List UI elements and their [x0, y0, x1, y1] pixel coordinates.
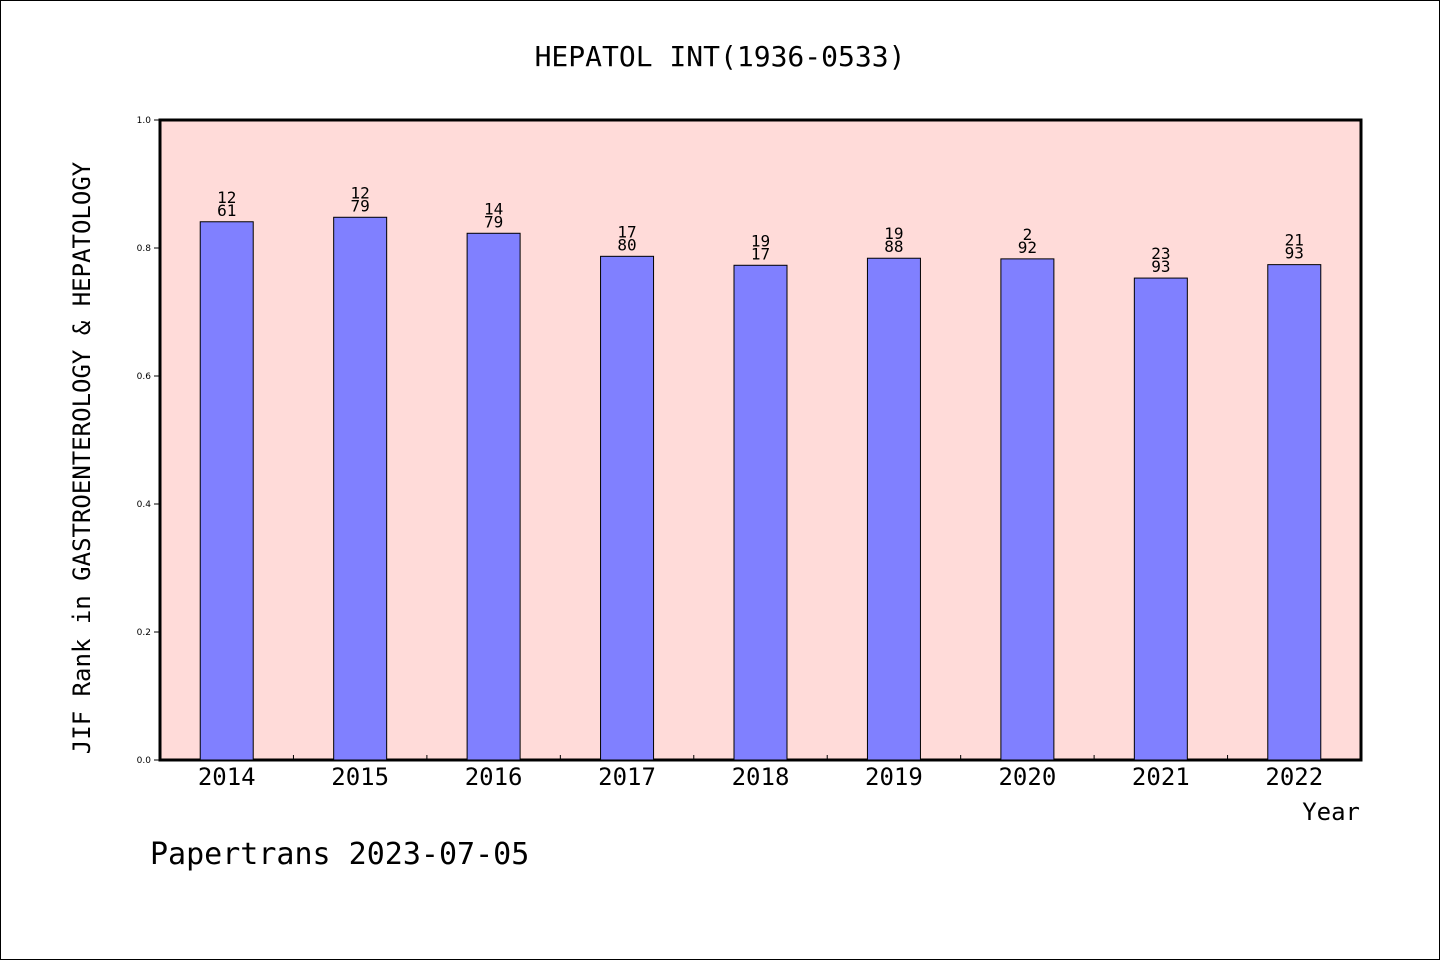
bar-label-2022-rank: 21	[1285, 231, 1304, 250]
y-tick-label: 1.0	[137, 116, 152, 126]
x-tick-label-2017: 2017	[598, 763, 656, 791]
x-tick-label-2016: 2016	[465, 763, 523, 791]
x-tick-label-2022: 2022	[1265, 763, 1323, 791]
y-tick-label: 0.2	[137, 628, 151, 638]
bar-label-2016-rank: 14	[484, 199, 503, 218]
chart-title: HEPATOL INT(1936-0533)	[535, 40, 906, 73]
bar-label-2019-rank: 19	[884, 224, 903, 243]
bar-label-2015-total: 79	[351, 196, 370, 215]
bar-label-2017-total: 80	[617, 235, 636, 254]
bar-2014	[199, 221, 254, 761]
bar-2021	[1133, 277, 1188, 761]
bar-2022	[1267, 264, 1322, 761]
x-axis-ticks: 2014 2015 2016 2017 2018 2019 2020 2021 2022	[198, 755, 1323, 791]
x-tick-label-2020: 2020	[998, 763, 1056, 791]
x-tick-label-2019: 2019	[865, 763, 923, 791]
x-tick-label-2014: 2014	[198, 763, 256, 791]
bar-2015	[333, 216, 388, 761]
bar-label-2019-total: 88	[884, 237, 903, 256]
y-axis-label: JIF Rank in GASTROENTEROLOGY & HEPATOLOG…	[68, 161, 96, 754]
bar-label-2014-rank: 12	[217, 188, 236, 207]
bar-label-2020-total: 92	[1018, 238, 1037, 257]
y-tick-label: 0.8	[137, 244, 152, 254]
bar-label-2020-rank: 2	[1023, 225, 1033, 244]
y-axis-ticks: 0.0 0.2 0.4 0.6 0.8 1.0	[137, 116, 160, 766]
bar-label-2016-total: 79	[484, 212, 503, 231]
bar-label-2014-total: 61	[217, 201, 236, 220]
y-tick-label: 0.4	[137, 500, 152, 510]
bar-2019	[866, 257, 921, 761]
bar-2017	[600, 255, 655, 761]
bars-group	[199, 216, 1322, 761]
x-tick-label-2015: 2015	[331, 763, 389, 791]
y-tick-label: 0.6	[137, 372, 152, 382]
bar-label-2015-rank: 12	[351, 183, 370, 202]
footer-text: Papertrans 2023-07-05	[150, 837, 529, 872]
bar-label-2021-total: 93	[1151, 257, 1170, 276]
bar-label-2018-total: 17	[751, 244, 770, 263]
x-tick-label-2018: 2018	[732, 763, 790, 791]
bar-2018	[733, 264, 788, 761]
bar-label-2017-rank: 17	[617, 222, 636, 241]
x-tick-label-2021: 2021	[1132, 763, 1190, 791]
bar-2016	[466, 232, 521, 761]
bar-label-2022-total: 93	[1285, 244, 1304, 263]
bar-label-2021-rank: 23	[1151, 244, 1170, 263]
x-axis-label: Year	[1302, 798, 1360, 826]
y-tick-label: 0.0	[137, 756, 152, 766]
bar-2020	[1000, 258, 1055, 761]
bar-label-2018-rank: 19	[751, 231, 770, 250]
